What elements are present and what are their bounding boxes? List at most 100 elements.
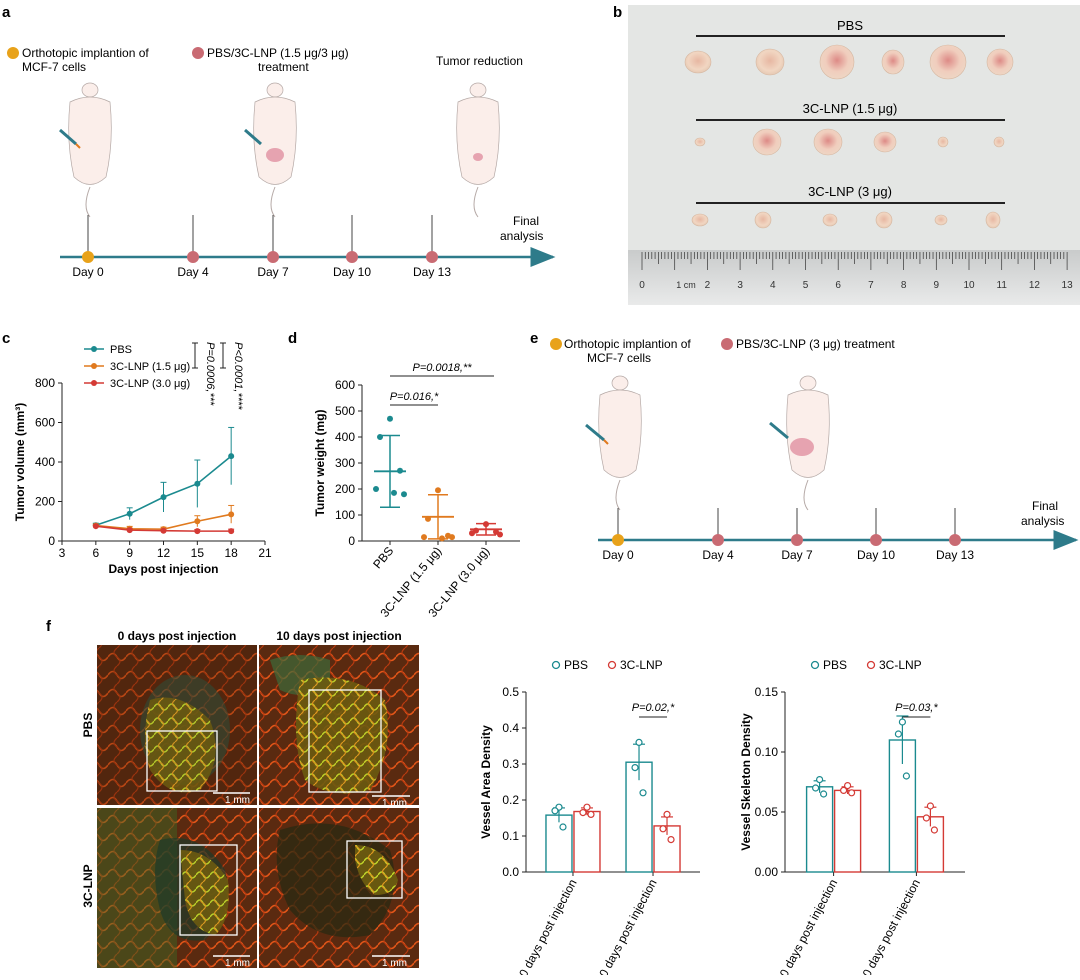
final-analysis-label-e-2: analysis [1021,514,1064,528]
legend-label: 3C-LNP (3.0 μg) [110,378,190,390]
y-axis-label: Tumor volume (mm³) [13,403,27,521]
y-tick-label: 0.1 [502,829,519,843]
f-col-header-1: 10 days post injection [276,629,401,643]
ruler-label: 6 [835,280,841,291]
y-tick-label: 0.4 [502,721,519,735]
x-tick-label: 18 [224,546,238,560]
legend-marker [866,660,876,670]
data-point [435,487,441,494]
data-point [898,718,907,726]
group-label-3: 3C-LNP (3 μg) [808,184,892,199]
timeline-day-label: Day 4 [702,548,734,562]
tumor-specimen [813,128,843,156]
data-point [631,763,639,772]
x-tick-label: 21 [258,546,272,560]
data-point [194,528,201,535]
data-point [387,415,393,422]
sig-annotation: P=0.0018,** [412,362,472,374]
data-point [449,534,455,541]
y-tick-label: 400 [335,430,355,444]
data-point [839,786,848,795]
data-point [228,511,235,518]
y-tick-label: 0 [48,534,55,548]
y-tick-label: 0.0 [502,865,519,879]
ruler-label: 11 [997,280,1008,291]
ruler-label: 4 [770,280,776,291]
legend-implant-text-2: MCF-7 cells [22,60,86,74]
final-analysis-label-2: analysis [500,229,543,243]
final-analysis-label: Final [513,214,539,228]
timeline-day-label: Day 13 [936,548,974,562]
image-pbs-day10: 1 mm [259,645,419,809]
f-row-label-pbs: PBS [81,713,95,738]
legend-label: 3C-LNP [620,658,663,672]
legend-marker [91,346,97,352]
data-point [583,803,591,811]
data-point [397,467,403,474]
x-tick-label: 12 [157,546,171,560]
data-point [843,781,852,790]
panel-b-photo: 0 2 3 4 5 6 7 8 9 10 11 12 13 1 cm PBS 3C-LNP (1.5 μg… [628,5,1080,305]
y-tick-label: 200 [35,495,55,509]
timeline-day-dot [870,534,882,546]
legend-treatment-dot [721,338,733,350]
tumor-specimen [752,128,782,156]
legend-marker [810,660,820,670]
y-tick-label: 600 [35,416,55,430]
x-axis-label: Days post injection [108,562,218,576]
group-label-pbs: PBS [837,18,863,33]
sig-annotation: P=0.016,* [390,391,439,403]
tumor-specimen [819,44,855,80]
timeline-days-e: Day 0 Day 4 Day 7 Day 10 Day 13 [602,508,974,562]
tumor-specimen [684,50,712,74]
data-point [497,531,503,538]
data-point [579,808,587,817]
y-tick-label: 600 [335,378,355,392]
legend-marker [91,380,97,386]
y-tick-label: 0.00 [755,865,779,879]
x-tick-label: 10 days post injection [593,877,660,975]
mouse-icon [59,82,112,218]
timeline-day-label: Day 10 [857,548,895,562]
ruler-label: 12 [1029,280,1041,291]
legend-label: PBS [110,344,132,356]
legend-marker [607,660,617,670]
ruler-label: 9 [934,280,940,291]
scale-label: 1 mm [225,958,250,969]
y-tick-label: 500 [335,404,355,418]
data-point [194,518,201,525]
y-axis-label: Tumor weight (mg) [313,409,327,516]
data-point [228,528,235,535]
data-point [922,814,931,822]
scale-label: 1 mm [382,958,407,969]
y-axis-label: Vessel Area Density [479,725,493,839]
sig-annotation: P=0.03,* [895,702,938,714]
y-tick-label: 0.5 [502,685,519,699]
timeline-day-dot [791,534,803,546]
y-axis-label: Vessel Skeleton Density [739,713,753,851]
mouse-icon [769,375,830,511]
chart-c-tumor-volume: 3 6 9 12 15 18 21 0 200 400 600 800 Days post inject… [13,342,272,576]
tumor-specimen [873,131,897,153]
sig-annotation: P=0.0006,*** [204,342,216,406]
tumor-specimen [875,211,893,229]
data-point [401,491,407,498]
tumor-specimen [754,211,772,229]
f-col-header-0: 0 days post injection [118,629,237,643]
y-tick-label: 0.3 [502,757,519,771]
data-point [421,534,427,541]
tumor-specimen [881,49,905,75]
legend-implant-dot [7,47,19,59]
legend-implant-dot [550,338,562,350]
timeline-day-dot [187,251,199,263]
ruler-label: 10 [963,280,975,291]
data-point [902,772,911,780]
panel-d-label: d [288,330,297,347]
data-point [815,775,824,784]
legend-marker [551,660,561,670]
x-tick-label: 3 [59,546,66,560]
panel-e: e Orthotopic implantion of MCF-7 cells P… [530,330,1079,562]
data-point [663,810,671,819]
image-3clnp-day0: 1 mm [97,808,257,969]
